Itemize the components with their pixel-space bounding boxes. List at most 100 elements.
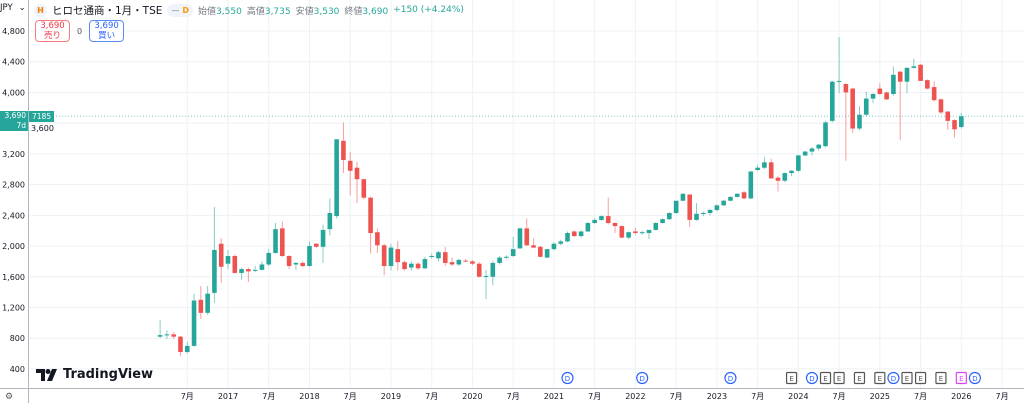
dividend-marker-label: D [639,375,644,383]
ohlc-item: 安値3,530 [296,4,340,17]
dividend-marker-label: D [972,375,977,383]
candle-body [402,262,407,270]
candle-body [388,247,394,267]
candle-body [918,64,923,81]
candle-body [531,245,536,248]
symbol-title[interactable]: ヒロセ通商・1月・TSE [52,4,163,17]
x-tick-label: 2017 [218,392,238,401]
candle-body [870,93,876,99]
candle-body [830,81,835,121]
candle-body [320,229,326,247]
earnings-marker-label: E [939,375,943,383]
candle-body [728,196,733,201]
x-tick-label: 7月 [914,392,927,401]
candle-body [341,140,346,161]
candle-body [375,232,380,246]
candle-body [191,300,197,346]
candle-body [863,98,869,115]
y-tick-label: 800 [10,334,25,343]
chevron-down-icon: ⌄ [18,3,26,13]
y-tick-label: 3,200 [2,150,25,159]
earnings-marker [853,371,866,385]
candle-body [313,243,319,247]
candle-body [605,216,611,223]
candle-body [184,345,190,353]
dividend-marker [805,371,819,385]
candle-body [218,243,224,267]
candle-body [327,213,333,230]
candle-body [673,200,679,214]
candle-body [232,256,238,273]
y-tick-label: 4,400 [2,58,25,67]
candle-body [354,167,360,180]
earnings-marker-label: E [878,375,882,383]
minus-icon: — [171,5,180,15]
candle-body [409,263,414,268]
dividend-marker-label: D [891,375,896,383]
ohlc-values: 始値3,550 高値3,735 安値3,530 終値3,690 [198,4,388,17]
candle-body [667,213,672,220]
last-price: 3,690 [4,111,26,120]
candle-body [755,167,760,171]
candle-body [775,177,781,181]
earnings-marker [955,371,967,385]
candle-body [938,99,944,113]
x-tick-label: 7月 [833,392,846,401]
dividend-marker [724,371,737,385]
candle-body [361,179,367,198]
data-source-pill[interactable]: — D [167,3,194,17]
candle-body [273,229,278,253]
candle-body [877,88,883,94]
earnings-marker-label: E [789,375,793,383]
candle-body [246,269,251,272]
ohlc-key: 終値 [344,6,363,17]
dividend-marker-label: D [809,375,814,383]
x-tick-label: 7月 [751,392,764,401]
earnings-marker [935,371,947,385]
candle-body [796,155,801,171]
candle-body [436,252,441,259]
candle-body [748,171,754,199]
candle-body [504,256,509,258]
x-tick-label: 2024 [788,392,808,401]
sell-button[interactable]: 3,690 売り [35,20,70,42]
delayed-badge: D [182,5,190,15]
candle-body [646,229,652,233]
x-tick-label: 2026 [951,392,971,401]
y-tick-label: 400 [10,365,25,374]
buy-price: 3,690 [94,21,119,31]
candle-body [497,257,502,263]
candle-body [741,192,747,199]
symbol-legend: H ヒロセ通商・1月・TSE — D 始値3,550 高値3,735 安値3,530 終… [34,3,464,17]
ohlc-value: 3,530 [313,6,340,17]
candle-body [802,151,808,156]
dividend-marker [887,371,900,385]
earnings-marker-label: E [823,375,827,383]
price-change: +150 (+4.24%) [393,5,464,15]
candle-body [653,223,659,230]
y-tick-label: 1,600 [2,273,25,282]
candle-body [857,114,862,129]
earnings-marker [785,371,798,385]
earnings-marker [819,371,832,385]
candle-body [680,193,686,201]
candle-body [660,219,665,223]
gear-icon[interactable]: ⚙ [5,392,14,402]
candle-body [368,197,373,233]
x-tick-label: 7月 [588,392,601,401]
earnings-marker-label: E [837,375,841,383]
y-tick-label: 2,800 [2,181,25,190]
candle-body [558,241,564,244]
earnings-marker [914,371,927,385]
candle-body [687,194,693,220]
candle-body [300,262,305,267]
x-tick-label: 2022 [625,392,645,401]
tradingview-logo[interactable]: TradingView [36,367,153,382]
price-line-badge: 7185 [29,111,55,122]
currency-selector[interactable]: JPY ⌄ [0,3,26,13]
buy-button[interactable]: 3,690 買い [89,20,125,42]
candle-body [171,334,176,337]
candle-body [707,209,713,214]
candle-body [415,263,421,269]
